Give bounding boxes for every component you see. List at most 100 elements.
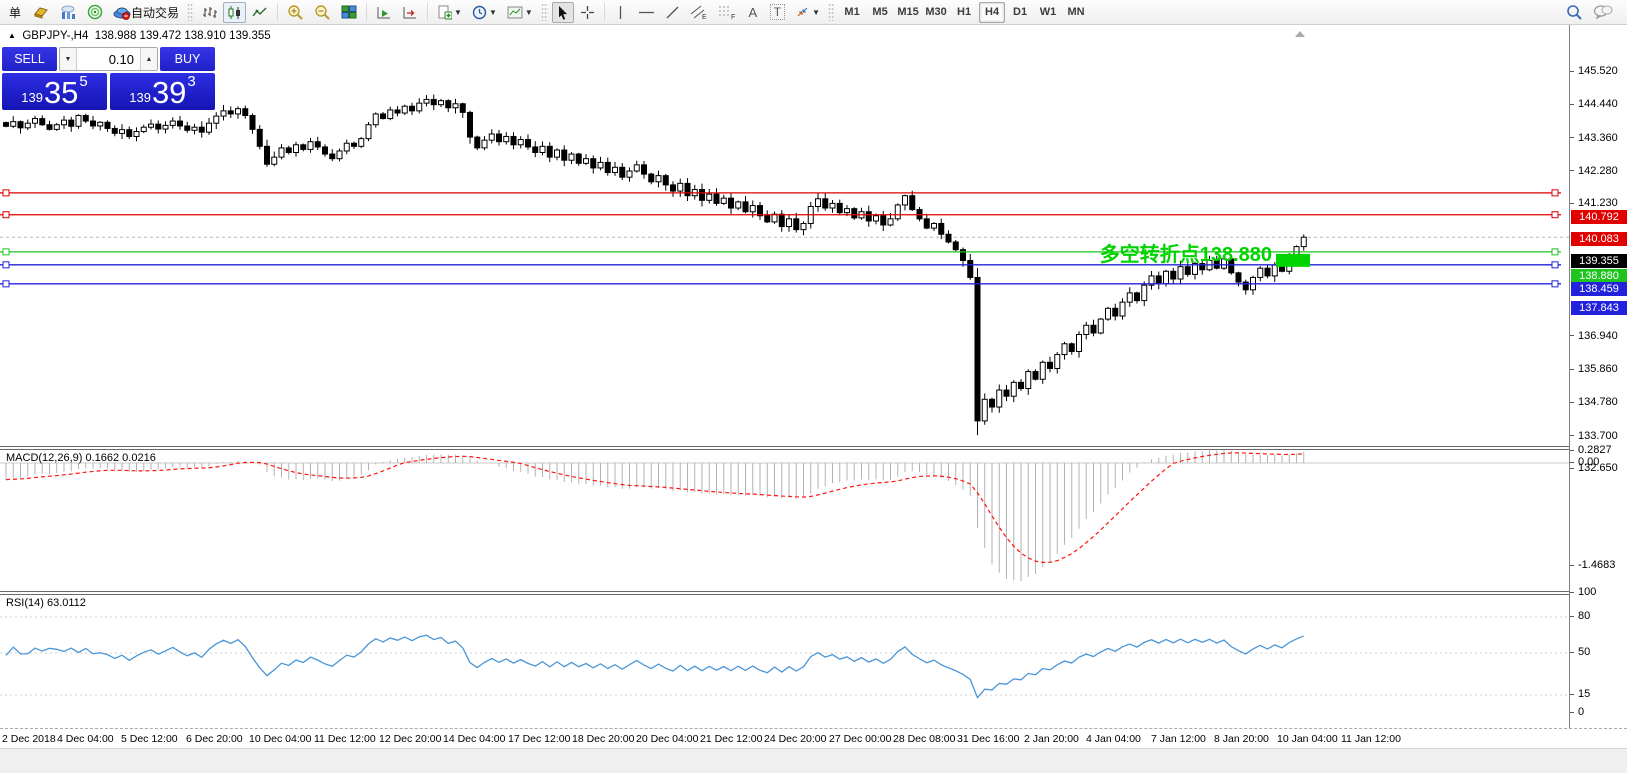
tf-m5[interactable]: M5 xyxy=(872,6,888,18)
axis-tick xyxy=(1570,565,1574,566)
price-pane[interactable]: 多空转折点138.880 xyxy=(0,25,1569,448)
price-tick-label: 136.940 xyxy=(1578,329,1618,342)
volume-input[interactable]: 0.10 xyxy=(108,51,134,67)
line-handle[interactable] xyxy=(1551,280,1559,288)
chevron-down-icon: ▼ xyxy=(812,7,821,17)
sell-price[interactable]: 139 35 5 xyxy=(2,73,107,110)
fibonacci-tool[interactable]: F xyxy=(714,2,740,23)
tf-h1[interactable]: H1 xyxy=(957,6,972,18)
price-axis[interactable]: 145.520 144.440 143.360 142.280 141.230 136.9… xyxy=(1569,25,1627,747)
tile-windows-button[interactable] xyxy=(337,2,361,23)
time-label: 10 Jan 04:00 xyxy=(1277,733,1338,745)
line-handle[interactable] xyxy=(2,248,10,256)
axis-tick xyxy=(1570,712,1574,713)
sell-price-pip: 5 xyxy=(79,73,88,90)
time-label: 12 Dec 20:00 xyxy=(379,733,442,745)
line-handle[interactable] xyxy=(2,261,10,269)
line-chart-button[interactable] xyxy=(248,2,272,23)
axis-tick xyxy=(1570,652,1574,653)
rsi-axis-label: 80 xyxy=(1578,610,1591,622)
auto-scroll-button[interactable] xyxy=(372,2,396,23)
arrows-tool[interactable]: ▼ xyxy=(791,2,824,23)
buy-price[interactable]: 139 39 3 xyxy=(110,73,215,110)
volume-increase-button[interactable]: ▲ xyxy=(140,48,157,70)
toolbar: 单 自动交易 ▼ ▼ xyxy=(0,0,1627,25)
time-label: 5 Dec 12:00 xyxy=(121,733,178,745)
text-label-tool[interactable]: T xyxy=(766,2,789,23)
trendline-tool[interactable] xyxy=(661,2,684,23)
tf-mn[interactable]: MN xyxy=(1067,6,1085,18)
line-handle[interactable] xyxy=(1551,189,1559,197)
candlestick-chart-icon xyxy=(228,5,241,19)
chat-icon[interactable] xyxy=(1593,4,1613,20)
tf-d1[interactable]: D1 xyxy=(1013,6,1028,18)
annotation-highlight[interactable] xyxy=(1276,253,1310,267)
price-line-label-137.843: 137.843 xyxy=(1571,300,1627,315)
axis-tick xyxy=(1570,368,1574,370)
horizontal-line-tool[interactable] xyxy=(634,2,659,23)
axis-tick xyxy=(1570,202,1574,204)
time-label: 4 Jan 04:00 xyxy=(1086,733,1141,745)
line-handle[interactable] xyxy=(2,211,10,219)
chart-shift-icon xyxy=(403,6,417,18)
price-tick-label: 145.520 xyxy=(1578,65,1618,77)
line-handle[interactable] xyxy=(1551,248,1559,256)
pane-separator[interactable] xyxy=(0,591,1627,595)
rsi-axis-label: 15 xyxy=(1578,688,1591,700)
zoom-in-button[interactable] xyxy=(283,2,308,23)
pane-separator[interactable] xyxy=(0,446,1627,450)
time-axis[interactable]: 2 Dec 2018 4 Dec 04:00 5 Dec 12:00 6 Dec 20… xyxy=(0,728,1627,748)
period-button[interactable]: ▼ xyxy=(468,2,501,23)
new-chart-icon xyxy=(438,5,453,19)
time-label: 31 Dec 16:00 xyxy=(957,733,1020,745)
gold-order-icon[interactable] xyxy=(28,2,53,23)
expert-advisor-icon xyxy=(113,7,131,20)
publish-chart-button[interactable] xyxy=(55,2,81,23)
sell-button[interactable]: SELL xyxy=(2,47,57,71)
publish-chart-icon xyxy=(61,5,75,19)
template-icon xyxy=(507,6,523,18)
zoom-out-button[interactable] xyxy=(310,2,335,23)
annotation-text[interactable]: 多空转折点138.880 xyxy=(1100,242,1272,266)
tf-m15[interactable]: M15 xyxy=(897,6,919,18)
rsi-pane[interactable] xyxy=(0,593,1569,728)
toolbar-grip xyxy=(828,3,836,21)
axis-tick xyxy=(1570,592,1574,593)
tf-m1[interactable]: M1 xyxy=(844,6,860,18)
line-handle[interactable] xyxy=(2,189,10,197)
cursor-tool-button[interactable] xyxy=(551,1,574,23)
macd-pane[interactable] xyxy=(0,448,1569,593)
new-order-button[interactable]: 单 xyxy=(4,2,26,23)
collapse-triangle-icon[interactable]: ▲ xyxy=(8,31,16,40)
axis-tick xyxy=(1570,467,1574,469)
candlestick-chart-button[interactable] xyxy=(223,1,247,23)
crosshair-tool-button[interactable] xyxy=(576,2,599,23)
new-chart-button[interactable]: ▼ xyxy=(433,2,466,23)
line-handle[interactable] xyxy=(1551,211,1559,219)
tf-m30[interactable]: M30 xyxy=(925,6,947,18)
trendline-icon xyxy=(666,6,679,18)
rsi-axis-label: 0 xyxy=(1578,706,1585,718)
axis-tick xyxy=(1570,137,1574,139)
new-order-label: 单 xyxy=(8,5,21,20)
templates-button[interactable]: ▼ xyxy=(503,2,537,23)
vertical-line-tool[interactable] xyxy=(610,2,632,23)
bar-chart-button[interactable] xyxy=(198,2,221,23)
autotrading-button[interactable]: 自动交易 xyxy=(109,2,183,23)
volume-decrease-button[interactable]: ▼ xyxy=(60,48,77,70)
chart-shift-marker[interactable] xyxy=(1295,31,1305,37)
one-click-trading-panel: SELL ▼ 0.10 ▲ BUY 139 35 5 139 39 3 xyxy=(2,47,215,112)
signals-button[interactable] xyxy=(83,2,107,23)
buy-button[interactable]: BUY xyxy=(160,47,215,71)
tf-w1[interactable]: W1 xyxy=(1039,6,1057,18)
tf-h4[interactable]: H4 xyxy=(979,1,1006,23)
search-icon[interactable] xyxy=(1566,4,1583,21)
chart-shift-button[interactable] xyxy=(398,2,422,23)
time-label: 10 Dec 04:00 xyxy=(249,733,312,745)
line-handle[interactable] xyxy=(2,280,10,288)
text-tool[interactable]: A xyxy=(742,2,764,23)
bottom-scrollbar-strip[interactable] xyxy=(0,748,1627,773)
line-handle[interactable] xyxy=(1551,261,1559,269)
equidistant-channel-tool[interactable]: E xyxy=(686,2,712,23)
buy-price-pip: 3 xyxy=(187,73,196,90)
